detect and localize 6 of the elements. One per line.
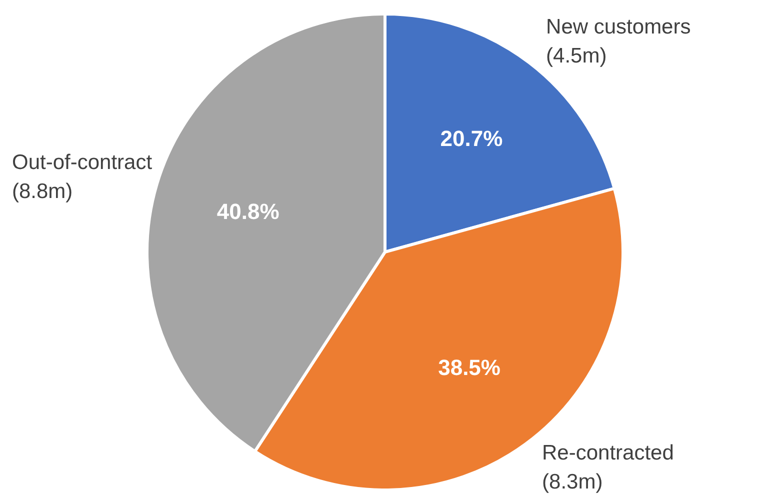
slice-label: Re-contracted (8.3m) <box>542 441 674 494</box>
slice-label: New customers (4.5m) <box>546 14 691 67</box>
slice-label: Out-of-contract (8.8m) <box>12 150 152 203</box>
data-label: 40.8% <box>216 198 280 224</box>
data-label: 20.7% <box>440 126 503 151</box>
data-label: 38.5% <box>438 354 500 380</box>
